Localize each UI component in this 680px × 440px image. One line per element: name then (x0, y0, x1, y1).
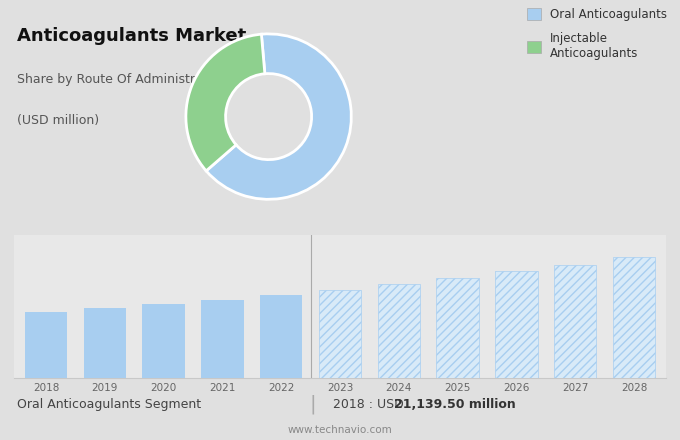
Text: (USD million): (USD million) (17, 114, 99, 128)
Bar (142, 304, 185, 378)
Bar (84, 308, 126, 378)
Bar (554, 265, 596, 378)
Legend: Oral Anticoagulants, Injectable
Anticoagulants: Oral Anticoagulants, Injectable Anticoag… (527, 8, 667, 60)
Text: Share by Route Of Administration: Share by Route Of Administration (17, 73, 226, 86)
Bar (613, 257, 656, 378)
Bar (201, 300, 243, 378)
Bar (319, 290, 361, 378)
Wedge shape (206, 34, 352, 199)
Bar (377, 284, 420, 378)
Text: Oral Anticoagulants Segment: Oral Anticoagulants Segment (17, 398, 201, 411)
Bar (437, 278, 479, 378)
Text: |: | (309, 395, 316, 414)
Text: Anticoagulants Market: Anticoagulants Market (17, 27, 246, 45)
Text: www.technavio.com: www.technavio.com (288, 425, 392, 435)
Bar (24, 312, 67, 378)
Text: 21,139.50 million: 21,139.50 million (394, 398, 516, 411)
Bar (260, 295, 303, 378)
Text: 2018 : USD: 2018 : USD (333, 398, 408, 411)
Wedge shape (186, 34, 265, 171)
Bar (495, 271, 538, 378)
